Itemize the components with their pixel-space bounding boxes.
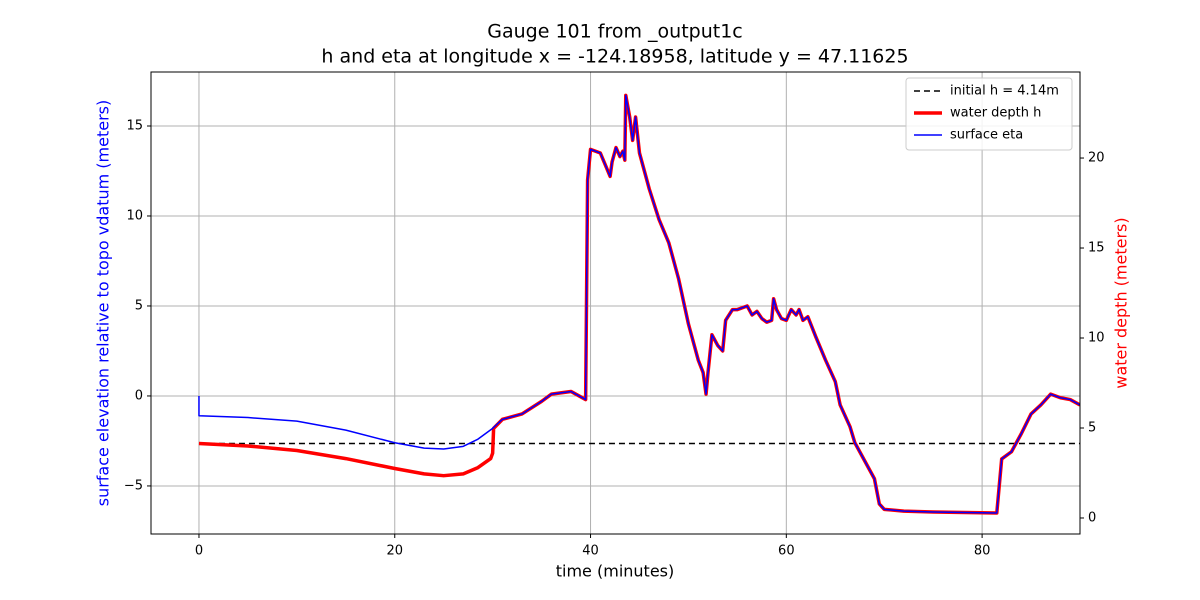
- x-tick-label: 0: [195, 544, 203, 559]
- x-axis-label: time (minutes): [556, 562, 674, 581]
- x-tick-label: 60: [778, 544, 795, 559]
- legend-label: initial h = 4.14m: [950, 84, 1059, 99]
- y-tick-label: 5: [135, 298, 143, 313]
- y-tick-label: −5: [124, 478, 143, 493]
- legend-label: water depth h: [950, 106, 1041, 121]
- y-tick-label: 15: [126, 118, 143, 133]
- y2-tick-label: 10: [1088, 331, 1105, 346]
- legend-box: [905, 77, 1073, 151]
- x-tick-label: 80: [974, 544, 991, 559]
- y2-tick-label: 5: [1088, 420, 1096, 435]
- y-tick-label: 10: [126, 208, 143, 223]
- series-line: [198, 94, 1080, 514]
- x-tick-label: 40: [582, 544, 599, 559]
- y-tick-label: 0: [135, 388, 143, 403]
- chart-title: Gauge 101 from _output1c: [487, 21, 742, 43]
- y2-axis-label: water depth (meters): [1112, 217, 1131, 388]
- x-tick-label: 20: [386, 544, 403, 559]
- y2-tick-label: 15: [1088, 241, 1105, 256]
- y2-tick-label: 0: [1088, 510, 1096, 525]
- plot-frame: [150, 71, 1081, 535]
- y2-tick-label: 20: [1088, 151, 1105, 166]
- y-axis-label: surface elevation relative to topo vdatu…: [94, 100, 113, 507]
- legend-label: surface eta: [950, 128, 1023, 143]
- chart-subtitle: h and eta at longitude x = -124.18958, l…: [321, 46, 908, 68]
